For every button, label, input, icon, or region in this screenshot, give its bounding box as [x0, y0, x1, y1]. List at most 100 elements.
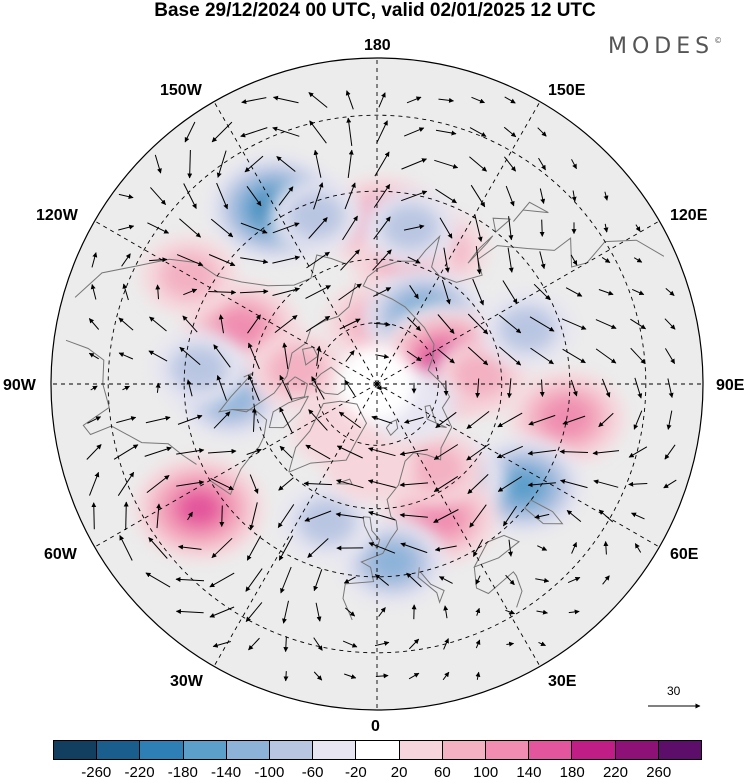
wind-arrow — [598, 509, 614, 523]
wind-arrow — [561, 318, 587, 330]
wind-arrow — [248, 374, 260, 402]
lon-label-120w: 120W — [36, 207, 78, 224]
wind-reference-label: 30 — [667, 684, 681, 698]
wind-arrow — [249, 474, 259, 494]
wind-arrow — [211, 121, 233, 143]
wind-arrow — [306, 251, 330, 269]
wind-arrow — [239, 289, 269, 295]
wind-arrow — [216, 150, 227, 178]
wind-arrow — [474, 214, 483, 242]
wind-arrow — [367, 479, 396, 488]
wind-arrow — [598, 412, 614, 428]
colorbar-swatch — [486, 741, 530, 759]
wind-arrow — [404, 416, 424, 424]
wind-arrow — [340, 249, 360, 271]
wind-arrow — [116, 416, 137, 424]
wind-arrow — [118, 352, 134, 360]
meridian-line — [213, 101, 378, 385]
wind-arrow — [209, 606, 235, 618]
wind-arrow — [368, 447, 396, 457]
wind-arrow — [628, 446, 648, 458]
wind-arrow — [280, 566, 292, 594]
wind-arrow — [150, 187, 166, 205]
wind-arrow — [406, 96, 422, 104]
wind-arrow — [208, 254, 236, 267]
wind-arrow — [560, 479, 588, 489]
wind-arrow — [439, 217, 453, 239]
wind-arrow — [570, 379, 578, 397]
meridian-line — [94, 220, 378, 385]
wind-arrow — [144, 446, 172, 457]
wind-arrow — [146, 475, 170, 493]
lon-label-60w: 60W — [44, 546, 77, 563]
wind-arrow — [210, 218, 234, 238]
wind-arrow — [187, 149, 193, 179]
wind-arrow — [371, 415, 393, 424]
wind-arrow — [437, 314, 455, 334]
wind-arrow — [435, 129, 457, 136]
wind-arrow — [155, 382, 161, 393]
wind-arrow — [630, 347, 646, 365]
wind-arrow — [571, 541, 577, 554]
wind-arrow — [433, 475, 459, 493]
brand-mark: © — [714, 36, 723, 45]
wind-arrow — [187, 511, 193, 521]
wind-arrow — [87, 416, 102, 424]
lon-label-150e: 150E — [548, 82, 586, 99]
wind-arrow — [344, 182, 356, 210]
wind-arrow — [273, 95, 299, 104]
wind-arrow — [538, 641, 546, 647]
wind-arrow — [595, 348, 617, 364]
wind-arrow — [401, 158, 427, 170]
wind-arrow — [315, 602, 322, 622]
wind-arrow — [502, 280, 518, 304]
wind-arrow — [272, 287, 300, 296]
wind-arrow — [309, 120, 327, 144]
wind-arrow — [438, 576, 453, 584]
wind-arrow — [528, 414, 556, 426]
wind-arrow — [529, 316, 555, 332]
wind-arrow — [635, 224, 641, 232]
colorbar-swatch — [572, 741, 616, 759]
wind-arrow — [437, 348, 455, 364]
colorbar-swatch — [226, 741, 271, 759]
wind-arrow — [562, 415, 586, 425]
wind-arrow — [91, 502, 97, 530]
wind-arrow — [399, 512, 428, 518]
wind-arrow — [344, 607, 356, 617]
colorbar-ticks: -260 -220 -180 -140 -100 -60 -20 20 60 100 140 180 2… — [0, 764, 750, 782]
wind-arrow — [601, 378, 611, 398]
wind-arrow — [246, 448, 262, 455]
wind-arrow — [90, 385, 98, 391]
wind-arrow — [504, 156, 516, 172]
wind-arrow — [443, 638, 449, 650]
wind-arrow — [472, 539, 484, 557]
wind-arrow — [472, 278, 484, 306]
wind-arrow — [507, 539, 513, 557]
lon-label-60e: 60E — [670, 546, 699, 563]
colorbar-swatch — [442, 741, 487, 759]
wind-arrow — [89, 471, 100, 496]
wind-arrow — [186, 379, 193, 397]
wind-arrow — [282, 342, 289, 370]
wind-arrow — [278, 477, 294, 491]
wind-arrow — [272, 255, 301, 264]
wind-arrow — [175, 576, 205, 582]
wind-arrow — [634, 377, 643, 399]
wind-arrow — [177, 414, 203, 425]
wind-arrow — [571, 190, 577, 202]
wind-arrow — [507, 378, 513, 399]
wind-arrow — [339, 318, 361, 330]
coastline — [513, 201, 549, 222]
wind-arrow — [149, 257, 168, 263]
wind-arrow — [375, 673, 389, 679]
wind-arrow — [336, 445, 363, 459]
latitude-circle — [251, 258, 503, 510]
wind-arrow — [282, 600, 289, 624]
lon-label-90w: 90W — [3, 377, 36, 394]
colorbar-tick-label: 260 — [646, 764, 672, 781]
coastline — [285, 376, 308, 400]
wind-arrow — [567, 576, 581, 584]
wind-arrow — [508, 216, 514, 241]
wind-arrow — [505, 609, 516, 615]
